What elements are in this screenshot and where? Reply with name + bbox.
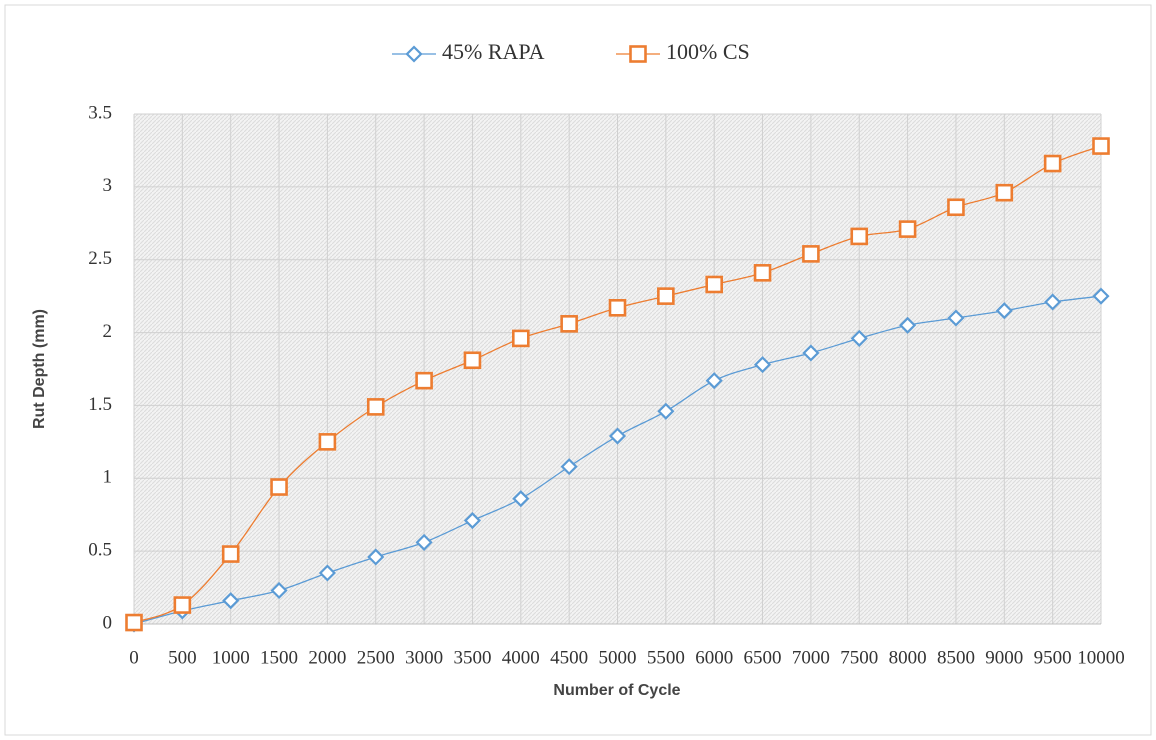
x-tick-label: 7500 (840, 647, 878, 668)
marker (511, 329, 530, 348)
y-tick-label: 2.5 (88, 248, 112, 269)
marker (850, 329, 868, 347)
x-tick-label: 3000 (405, 647, 443, 668)
marker (125, 613, 143, 632)
marker (221, 545, 240, 563)
marker (463, 511, 482, 530)
marker (608, 298, 627, 317)
x-tick-label: 4000 (502, 647, 540, 668)
marker (415, 533, 433, 551)
marker (1092, 287, 1110, 305)
marker (899, 316, 917, 334)
marker (657, 402, 675, 420)
marker (995, 302, 1013, 320)
x-axis-title: Number of Cycle (553, 682, 680, 699)
marker (512, 490, 530, 508)
marker (947, 309, 965, 327)
marker (898, 220, 917, 238)
marker (560, 458, 578, 476)
x-tick-label: 6000 (695, 647, 733, 668)
x-tick-label: 5000 (599, 647, 637, 668)
x-tick-label: 8000 (889, 647, 927, 668)
marker (318, 564, 336, 582)
x-tick-label: 2500 (357, 647, 395, 668)
marker (753, 264, 772, 282)
x-tick-label: 7000 (792, 647, 830, 668)
marker (1043, 154, 1062, 173)
marker (270, 581, 288, 600)
y-tick-label: 1.5 (88, 394, 112, 415)
legend-marker (405, 45, 423, 63)
marker (270, 478, 288, 496)
x-tick-label: 9000 (985, 647, 1023, 668)
y-tick-label: 3.5 (88, 102, 112, 123)
y-tick-label: 0 (103, 612, 113, 633)
y-tick-label: 0.5 (88, 540, 112, 561)
x-tick-label: 500 (168, 647, 197, 668)
marker (657, 287, 675, 305)
marker (318, 433, 337, 451)
x-tick-label: 4500 (550, 647, 588, 668)
marker (222, 592, 240, 610)
marker (463, 351, 482, 370)
marker (367, 548, 385, 566)
marker (705, 372, 723, 390)
marker (947, 198, 965, 217)
marker (608, 427, 627, 445)
marker (705, 275, 724, 294)
marker (1092, 137, 1110, 155)
x-tick-label: 0 (129, 647, 139, 668)
x-tick-label: 1500 (260, 647, 298, 668)
y-tick-label: 2 (103, 321, 113, 342)
x-tick-label: 6500 (744, 647, 782, 668)
marker (995, 183, 1014, 202)
x-tick-label: 1000 (212, 647, 250, 668)
marker (753, 356, 772, 374)
marker (1044, 293, 1062, 311)
x-tick-label: 5500 (647, 647, 685, 668)
marker (850, 227, 869, 246)
marker (560, 315, 578, 333)
x-tick-label: 2000 (308, 647, 346, 668)
x-tick-label: 8500 (937, 647, 975, 668)
legend-label: 45% RAPA (442, 39, 545, 64)
y-tick-label: 3 (103, 175, 113, 196)
marker (366, 398, 385, 416)
x-tick-label: 3500 (453, 647, 491, 668)
marker (173, 596, 192, 614)
marker (415, 371, 433, 390)
legend-marker (629, 45, 647, 63)
y-tick-label: 1 (103, 467, 113, 488)
y-axis-title: Rut Depth (mm) (31, 309, 48, 429)
marker (802, 344, 820, 362)
x-tick-label: 9500 (1034, 647, 1072, 668)
marker (802, 245, 820, 263)
x-tick-label: 10000 (1077, 647, 1125, 668)
legend-label: 100% CS (666, 39, 750, 64)
